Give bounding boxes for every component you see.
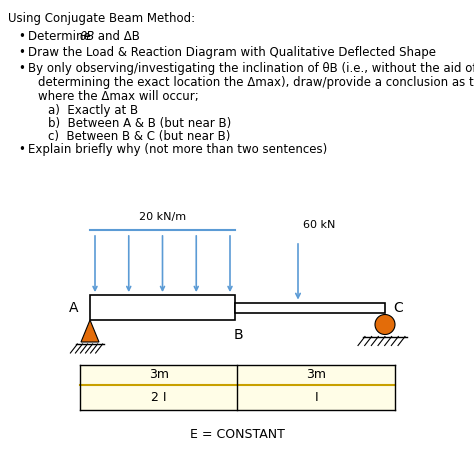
Text: and ΔB: and ΔB <box>94 30 140 43</box>
Text: A: A <box>69 300 78 314</box>
Text: 3m: 3m <box>306 368 326 382</box>
Text: •: • <box>18 143 25 156</box>
Bar <box>80 385 395 410</box>
Text: b)  Between A & B (but near B): b) Between A & B (but near B) <box>48 117 231 130</box>
Text: 20 kN/m: 20 kN/m <box>139 212 186 222</box>
Circle shape <box>375 314 395 335</box>
Bar <box>80 365 395 385</box>
Text: I: I <box>314 391 318 404</box>
Text: By only observing/investigating the inclination of θB (i.e., without the aid of: By only observing/investigating the incl… <box>28 62 474 75</box>
Text: 60 kN: 60 kN <box>303 220 336 230</box>
Text: θB: θB <box>80 30 95 43</box>
Text: •: • <box>18 46 25 59</box>
Text: E = CONSTANT: E = CONSTANT <box>190 428 285 441</box>
Text: a)  Exactly at B: a) Exactly at B <box>48 104 138 117</box>
Text: •: • <box>18 62 25 75</box>
Text: c)  Between B & C (but near B): c) Between B & C (but near B) <box>48 130 230 143</box>
Bar <box>90 295 235 320</box>
Text: Using Conjugate Beam Method:: Using Conjugate Beam Method: <box>8 12 195 25</box>
Bar <box>235 303 385 313</box>
Text: where the Δmax will occur;: where the Δmax will occur; <box>38 90 199 103</box>
Text: Explain briefly why (not more than two sentences): Explain briefly why (not more than two s… <box>28 143 327 156</box>
Text: Draw the Load & Reaction Diagram with Qualitative Deflected Shape: Draw the Load & Reaction Diagram with Qu… <box>28 46 436 59</box>
Text: 3m: 3m <box>149 368 169 382</box>
Text: C: C <box>393 300 403 314</box>
Polygon shape <box>81 320 99 342</box>
Text: Determine: Determine <box>28 30 94 43</box>
Text: •: • <box>18 30 25 43</box>
Text: 2 I: 2 I <box>151 391 166 404</box>
Text: B: B <box>233 328 243 342</box>
Text: determining the exact location the Δmax), draw/provide a conclusion as to: determining the exact location the Δmax)… <box>38 76 474 89</box>
